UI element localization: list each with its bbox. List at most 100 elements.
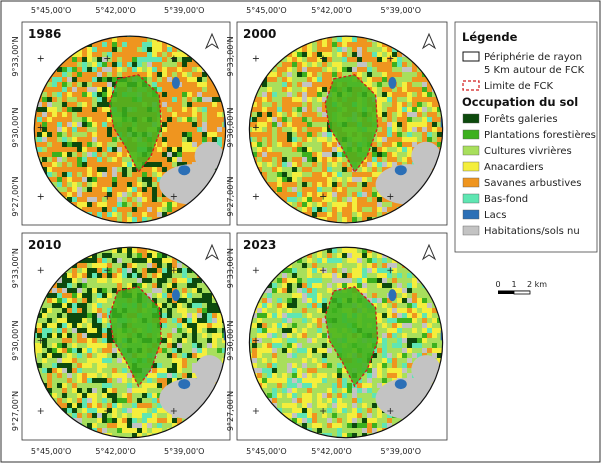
land-cover-patch [287, 192, 293, 198]
land-cover-patch [327, 162, 333, 168]
land-cover-patch [317, 137, 323, 143]
land-cover-patch [382, 363, 388, 369]
land-cover-patch [97, 132, 103, 138]
land-cover-patch [177, 308, 183, 314]
land-cover-patch [297, 353, 303, 359]
land-cover-patch [92, 278, 98, 284]
land-cover-patch [312, 393, 318, 399]
land-cover-patch [367, 157, 373, 163]
land-cover-patch [332, 152, 338, 158]
land-cover-patch [102, 112, 108, 118]
land-cover-patch [307, 368, 313, 374]
map-panel: 19865°45,00'O5°42,00'O5°39,00'O9°33,00'N… [11, 6, 233, 228]
land-cover-patch [317, 187, 323, 193]
land-cover-patch [332, 258, 338, 264]
land-cover-patch [272, 378, 278, 384]
land-cover-patch [112, 147, 118, 153]
land-cover-patch [337, 67, 343, 73]
land-cover-patch [387, 137, 393, 143]
land-cover-patch [162, 202, 168, 208]
land-cover-patch [102, 328, 108, 334]
land-cover-patch [97, 253, 103, 259]
land-cover-patch [277, 338, 283, 344]
land-cover-patch [292, 177, 298, 183]
land-cover-patch [152, 157, 158, 163]
legend-swatch [463, 130, 479, 139]
land-cover-patch [97, 283, 103, 289]
land-cover-patch [107, 268, 113, 274]
land-cover-patch [297, 112, 303, 118]
land-cover-patch [177, 107, 183, 113]
land-cover-patch [182, 298, 188, 304]
land-cover-patch [357, 383, 363, 389]
land-cover-patch [57, 152, 63, 158]
land-cover-patch [337, 172, 343, 178]
land-cover-patch [322, 167, 328, 173]
land-cover-patch [97, 373, 103, 379]
land-cover-patch [47, 132, 53, 138]
land-cover-patch [352, 268, 358, 274]
land-cover-patch [122, 152, 128, 158]
land-cover-patch [87, 373, 93, 379]
land-cover-patch [332, 248, 338, 254]
land-cover-patch [92, 127, 98, 133]
land-cover-patch [262, 353, 268, 359]
land-cover-patch [392, 62, 398, 68]
land-cover-patch [292, 122, 298, 128]
land-cover-patch [287, 122, 293, 128]
land-cover-patch [87, 57, 93, 63]
land-cover-patch [267, 132, 273, 138]
land-cover-patch [322, 278, 328, 284]
land-cover-patch [277, 293, 283, 299]
land-cover-patch [177, 373, 183, 379]
land-cover-patch [287, 413, 293, 419]
land-cover-patch [342, 197, 348, 203]
land-cover-patch [177, 348, 183, 354]
legend-swatch [463, 226, 479, 235]
land-cover-patch [82, 102, 88, 108]
land-cover-patch [112, 172, 118, 178]
land-cover-patch [87, 157, 93, 163]
land-cover-patch [67, 298, 73, 304]
land-cover-patch [182, 77, 188, 83]
land-cover-patch [47, 373, 53, 379]
land-cover-patch [122, 403, 128, 409]
land-cover-patch [362, 172, 368, 178]
land-cover-patch [107, 152, 113, 158]
land-cover-patch [322, 328, 328, 334]
land-cover-patch [147, 418, 153, 424]
land-cover-patch [187, 273, 193, 279]
land-cover-patch [152, 258, 158, 264]
land-cover-patch [92, 122, 98, 128]
land-cover-patch [362, 212, 368, 218]
land-cover-patch [97, 353, 103, 359]
land-cover-patch [167, 303, 173, 309]
land-cover-patch [92, 413, 98, 419]
land-cover-patch [162, 338, 168, 344]
land-cover-patch [422, 303, 428, 309]
land-cover-patch [187, 303, 193, 309]
land-cover-patch [282, 378, 288, 384]
land-cover-patch [152, 368, 158, 374]
land-cover-patch [82, 408, 88, 414]
land-cover-patch [257, 313, 263, 319]
land-cover-patch [342, 67, 348, 73]
land-cover-patch [52, 117, 58, 123]
land-cover-patch [377, 278, 383, 284]
land-cover-patch [387, 338, 393, 344]
land-cover-patch [307, 303, 313, 309]
land-cover-patch [267, 298, 273, 304]
land-cover-patch [402, 323, 408, 329]
land-cover-patch [147, 47, 153, 53]
land-cover-patch [187, 288, 193, 294]
land-cover-patch [302, 353, 308, 359]
land-cover-patch [267, 338, 273, 344]
land-cover-patch [387, 97, 393, 103]
land-cover-patch [92, 268, 98, 274]
land-cover-patch [42, 107, 48, 113]
land-cover-patch [277, 167, 283, 173]
land-cover-patch [272, 398, 278, 404]
land-cover-patch [97, 278, 103, 284]
land-cover-patch [177, 318, 183, 324]
land-cover-patch [117, 378, 123, 384]
